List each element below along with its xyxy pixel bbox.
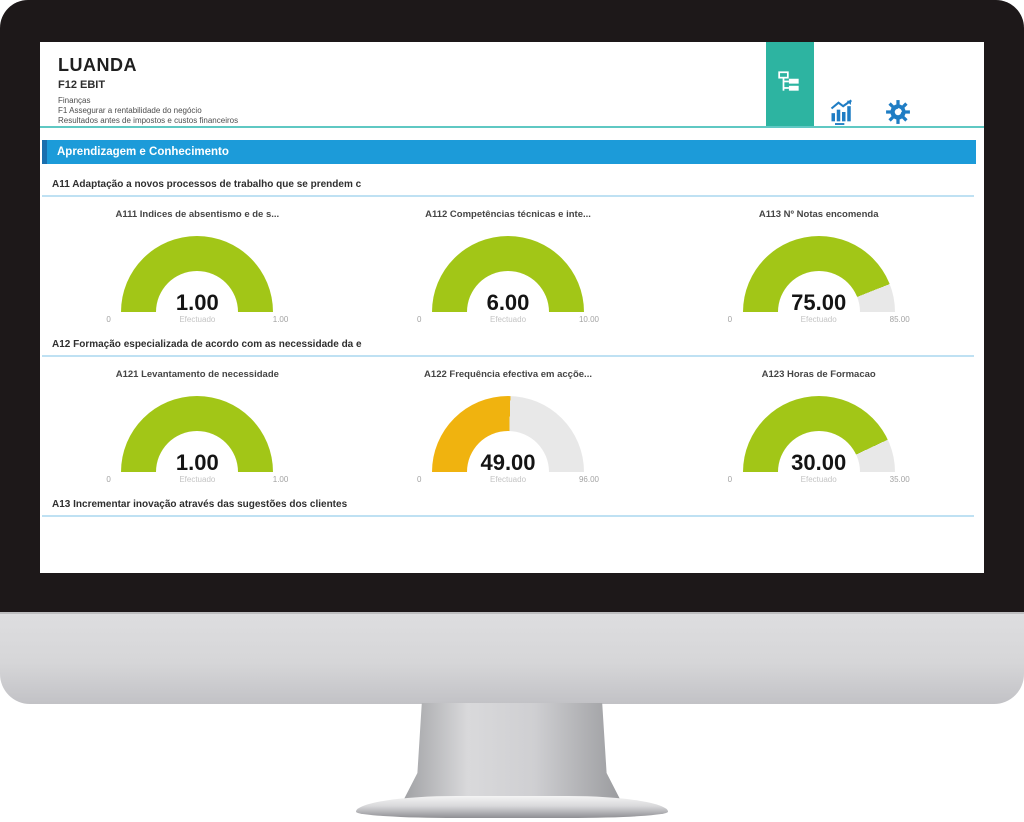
gauge-max: 35.00 [889, 475, 910, 484]
gauge-arc: 1.00 Efectuado [121, 396, 274, 484]
gauge-a113[interactable]: A113 Nº Notas encomenda 75.00 Efectuado … [663, 205, 974, 324]
gauge-a122[interactable]: A122 Frequência efectiva em acçõe... 49.… [353, 365, 664, 484]
gauge-value: 1.00 [173, 290, 221, 315]
header-divider [40, 126, 984, 128]
page-header: LUANDA F12 EBIT Finanças F1 Assegurar a … [40, 42, 984, 128]
monitor-stand-neck [402, 703, 622, 803]
gauge-a112[interactable]: A112 Competências técnicas e inte... 6.0… [353, 205, 664, 324]
gauge-min: 0 [417, 315, 422, 324]
gauge-a123[interactable]: A123 Horas de Formacao 30.00 Efectuado 0… [663, 365, 974, 484]
gauge-caption: Efectuado [179, 315, 216, 324]
gear-icon [885, 99, 911, 130]
gauge-title: A113 Nº Notas encomenda [758, 209, 879, 220]
gauge-caption: Efectuado [489, 315, 527, 324]
gauge-min: 0 [727, 475, 733, 484]
section-title-a12[interactable]: A12 Formação especializada de acordo com… [52, 339, 362, 350]
gauge-title: A121 Levantamento de necessidade [115, 369, 279, 380]
header-meta-line: Finanças [58, 96, 91, 105]
gauge-row-a12: A121 Levantamento de necessidade 1.00 Ef… [42, 365, 974, 484]
gauge-arc: 6.00 Efectuado [432, 236, 584, 324]
gauge-caption: Efectuado [489, 475, 527, 484]
gauge-max: 1.00 [272, 475, 289, 484]
header-meta: Finanças F1 Assegurar a rentabilidade do… [58, 96, 984, 126]
gauge-max: 1.00 [272, 315, 289, 324]
gauge-value: 75.00 [789, 290, 849, 315]
section-rule [42, 515, 974, 517]
analytics-button[interactable] [814, 72, 870, 157]
gauge-ticks: 0 1.00 [106, 475, 288, 484]
header-meta-line: F1 Assegurar a rentabilidade do negócio [58, 106, 202, 115]
monitor-stand-base [356, 796, 668, 818]
bar-chart-icon [828, 98, 856, 131]
gauge-min: 0 [727, 315, 733, 324]
tree-icon [777, 69, 803, 100]
gauge-caption: Efectuado [800, 315, 837, 324]
page-subtitle: F12 EBIT [58, 79, 106, 91]
gauge-value: 1.00 [173, 450, 221, 475]
toolbar [766, 42, 926, 157]
gauge-a111[interactable]: A111 Indices de absentismo e de s... 1.0… [42, 205, 353, 324]
gauge-ticks: 0 85.00 [728, 315, 910, 324]
gauge-max: 96.00 [578, 475, 599, 484]
page-title: LUANDA [58, 55, 137, 75]
gauge-title: A112 Competências técnicas e inte... [425, 209, 591, 220]
gauge-caption: Efectuado [800, 475, 837, 484]
gauge-ticks: 0 35.00 [728, 475, 910, 484]
gauge-arc: 49.00 Efectuado [432, 396, 584, 484]
section-rule [42, 195, 974, 197]
gauge-min: 0 [106, 475, 111, 484]
gauge-max: 10.00 [578, 315, 599, 324]
gauge-value: 6.00 [484, 290, 532, 315]
dashboard-screen: LUANDA F12 EBIT Finanças F1 Assegurar a … [40, 42, 984, 573]
hierarchy-view-button[interactable] [766, 42, 814, 127]
header-meta-line: Resultados antes de impostos e custos fi… [58, 116, 239, 125]
gauge-title: A122 Frequência efectiva em acçõe... [424, 369, 592, 380]
gauge-arc: 1.00 Efectuado [121, 236, 274, 324]
section-title-a13[interactable]: A13 Incrementar inovação através das sug… [52, 499, 348, 510]
gauge-row-a11: A111 Indices de absentismo e de s... 1.0… [42, 205, 974, 324]
gauge-min: 0 [417, 475, 422, 484]
gauge-max: 85.00 [889, 315, 910, 324]
gauge-title: A111 Indices de absentismo e de s... [115, 209, 280, 220]
gauge-arc: 75.00 Efectuado [742, 236, 895, 324]
settings-button[interactable] [870, 72, 926, 157]
gauge-a121[interactable]: A121 Levantamento de necessidade 1.00 Ef… [42, 365, 353, 484]
gauge-ticks: 0 10.00 [417, 315, 599, 324]
gauge-arc: 30.00 Efectuado [742, 396, 895, 484]
gauge-title: A123 Horas de Formacao [761, 369, 876, 380]
gauge-ticks: 0 1.00 [106, 315, 288, 324]
gauge-ticks: 0 96.00 [417, 475, 599, 484]
gauge-value: 49.00 [478, 450, 538, 475]
gauge-caption: Efectuado [179, 475, 216, 484]
section-rule [42, 355, 974, 357]
perspective-banner: Aprendizagem e Conhecimento [42, 140, 976, 164]
perspective-banner-label: Aprendizagem e Conhecimento [57, 146, 229, 158]
gauge-value: 30.00 [789, 450, 849, 475]
monitor-chin [0, 612, 1024, 704]
gauge-min: 0 [106, 315, 111, 324]
section-title-a11[interactable]: A11 Adaptação a novos processos de traba… [52, 179, 362, 190]
